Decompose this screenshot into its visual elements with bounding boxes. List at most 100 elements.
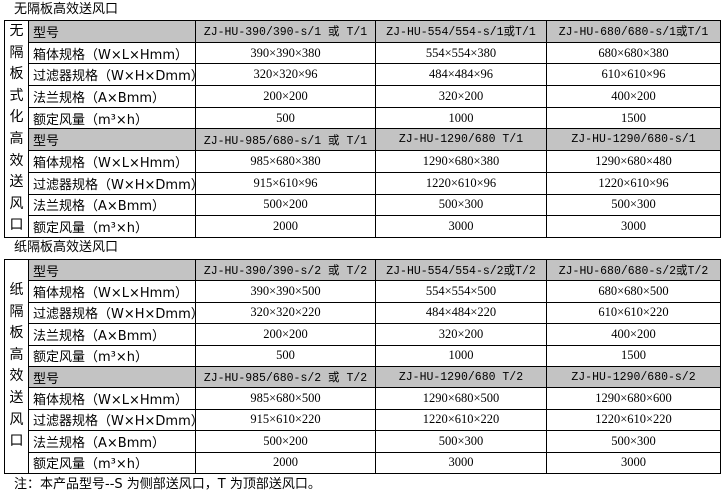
spec-value: 500×300 xyxy=(546,430,721,453)
side-label-char: 效 xyxy=(9,368,24,385)
spec-value: 1220×610×96 xyxy=(375,171,547,195)
section-title: 纸隔板高效送风口 xyxy=(14,240,119,255)
section-title: 无隔板高效送风口 xyxy=(14,2,119,17)
spec-value: 390×390×380 xyxy=(195,41,376,65)
table-row: 箱体规格（W×L×Hmm） 390×390×380 554×554×380 680×6… xyxy=(5,41,721,65)
spec-value: 1220×610×220 xyxy=(375,408,547,432)
table-row: 额定风量（m³×h） 500 1000 1500 xyxy=(5,344,721,367)
model-name: ZJ-HU-985/680-s/1 或 T/1 xyxy=(195,128,376,152)
spec-value: 3000 xyxy=(375,451,547,474)
spec-value: 2000 xyxy=(195,215,376,238)
row-label: 法兰规格（A×Bmm） xyxy=(28,85,196,108)
row-label: 型号 xyxy=(28,258,196,282)
spec-value: 680×680×380 xyxy=(546,41,721,65)
side-label-char: 风 xyxy=(9,411,24,428)
table-row: 过滤器规格（W×H×Dmm） 915×610×96 1220×610×96 1220×… xyxy=(5,171,721,195)
model-name: ZJ-HU-985/680-s/2 或 T/2 xyxy=(195,365,376,389)
side-label-char: 板 xyxy=(9,325,24,342)
spec-value: 1220×610×96 xyxy=(546,171,721,195)
side-label: 无隔板式化高效送风口 xyxy=(4,20,29,238)
spec-value: 1500 xyxy=(546,344,721,367)
model-name: ZJ-HU-1290/680-s/1 xyxy=(546,128,721,152)
spec-value: 1500 xyxy=(546,106,721,130)
row-label: 法兰规格（A×Bmm） xyxy=(28,193,196,217)
spec-value: 500×200 xyxy=(195,430,376,453)
spec-value: 554×554×380 xyxy=(375,41,547,65)
spec-value: 610×610×96 xyxy=(546,63,721,87)
model-name: ZJ-HU-1290/680 T/2 xyxy=(375,365,547,389)
spec-value: 610×610×220 xyxy=(546,301,721,325)
spec-value: 200×200 xyxy=(195,323,376,346)
side-label-char: 隔 xyxy=(9,44,24,61)
row-label: 箱体规格（W×L×Hmm） xyxy=(28,41,196,65)
model-name: ZJ-HU-554/554-s/2或T/2 xyxy=(375,258,547,282)
side-label-char: 无 xyxy=(9,23,24,39)
model-name: ZJ-HU-390/390-s/2 或 T/2 xyxy=(195,258,376,282)
spec-value: 3000 xyxy=(546,451,721,474)
spec-value: 500×300 xyxy=(375,430,547,453)
row-label: 额定风量（m³×h） xyxy=(28,344,196,367)
spec-value: 915×610×96 xyxy=(195,171,376,195)
spec-value: 320×320×220 xyxy=(195,301,376,325)
row-label: 过滤器规格（W×H×Dmm） xyxy=(28,301,196,325)
table-row: 额定风量（m³×h） 2000 3000 3000 xyxy=(5,215,721,238)
side-label-char: 板 xyxy=(9,66,24,83)
table-row: 额定风量（m³×h） 2000 3000 3000 xyxy=(5,451,721,474)
spec-table-no-separator: 无隔板式化高效送风口型号 ZJ-HU-390/390-s/1 或 T/1 ZJ-HU… xyxy=(4,20,721,238)
model-name: ZJ-HU-1290/680 T/1 xyxy=(375,128,547,152)
row-label: 过滤器规格（W×H×Dmm） xyxy=(28,63,196,87)
side-label-char: 送 xyxy=(9,390,24,407)
model-name: ZJ-HU-1290/680-s/2 xyxy=(546,365,721,389)
spec-value: 320×200 xyxy=(375,323,547,346)
side-label-char: 口 xyxy=(9,217,24,234)
spec-value: 500×300 xyxy=(546,193,721,217)
table-row: 过滤器规格（W×H×Dmm） 915×610×220 1220×610×220 122… xyxy=(5,408,721,432)
spec-value: 500 xyxy=(195,106,376,130)
model-name: ZJ-HU-554/554-s/1或T/1 xyxy=(375,20,547,43)
spec-value: 500×300 xyxy=(375,193,547,217)
spec-value: 200×200 xyxy=(195,85,376,108)
table-row: 箱体规格（W×L×Hmm） 985×680×500 1290×680×500 1290… xyxy=(5,387,721,410)
row-label: 额定风量（m³×h） xyxy=(28,106,196,130)
table-row: 额定风量（m³×h） 500 1000 1500 xyxy=(5,106,721,130)
spec-value: 320×320×96 xyxy=(195,63,376,87)
table-row: 箱体规格（W×L×Hmm） 985×680×380 1290×680×380 1290… xyxy=(5,150,721,173)
model-header-row: 型号 ZJ-HU-985/680-s/2 或 T/2 ZJ-HU-1290/680 … xyxy=(5,365,721,389)
row-label: 额定风量（m³×h） xyxy=(28,215,196,238)
table-row: 法兰规格（A×Bmm） 500×200 500×300 500×300 xyxy=(5,193,721,217)
spec-value: 500×200 xyxy=(195,193,376,217)
spec-value: 680×680×500 xyxy=(546,280,721,303)
spec-value: 554×554×500 xyxy=(375,280,547,303)
side-label-char: 高 xyxy=(9,346,24,363)
row-label: 型号 xyxy=(28,20,196,43)
table-row: 过滤器规格（W×H×Dmm） 320×320×220 484×484×220 610×… xyxy=(5,301,721,325)
spec-value: 400×200 xyxy=(546,85,721,108)
spec-value: 1290×680×600 xyxy=(546,387,721,410)
side-label-char: 效 xyxy=(9,152,24,169)
spec-value: 985×680×380 xyxy=(195,150,376,173)
side-label-char: 高 xyxy=(9,130,24,147)
model-header-row: 无隔板式化高效送风口型号 ZJ-HU-390/390-s/1 或 T/1 ZJ-HU… xyxy=(4,20,721,238)
spec-value: 1000 xyxy=(375,344,547,367)
footnote: 注：本产品型号--S 为侧部送风口，T 为顶部送风口。 xyxy=(14,477,321,492)
spec-value: 500 xyxy=(195,344,376,367)
spec-value: 400×200 xyxy=(546,323,721,346)
side-label: 纸隔板高效送风口 xyxy=(4,259,29,474)
row-label: 法兰规格（A×Bmm） xyxy=(28,430,196,453)
spec-value: 320×200 xyxy=(375,85,547,108)
spec-value: 1290×680×380 xyxy=(375,150,547,173)
spec-value: 1290×680×480 xyxy=(546,150,721,173)
spec-value: 3000 xyxy=(375,215,547,238)
table-row: 法兰规格（A×Bmm） 200×200 320×200 400×200 xyxy=(5,85,721,108)
model-name: ZJ-HU-390/390-s/1 或 T/1 xyxy=(195,20,376,43)
spec-value: 3000 xyxy=(546,215,721,238)
spec-value: 1290×680×500 xyxy=(375,387,547,410)
table-row: 过滤器规格（W×H×Dmm） 320×320×96 484×484×96 610×61… xyxy=(5,63,721,87)
row-label: 型号 xyxy=(28,365,196,389)
row-label: 箱体规格（W×L×Hmm） xyxy=(28,150,196,173)
side-label-char: 化 xyxy=(9,109,24,126)
model-name: ZJ-HU-680/680-s/2或T/2 xyxy=(546,258,721,282)
spec-value: 985×680×500 xyxy=(195,387,376,410)
row-label: 箱体规格（W×L×Hmm） xyxy=(28,387,196,410)
side-label-char: 式 xyxy=(9,87,24,104)
